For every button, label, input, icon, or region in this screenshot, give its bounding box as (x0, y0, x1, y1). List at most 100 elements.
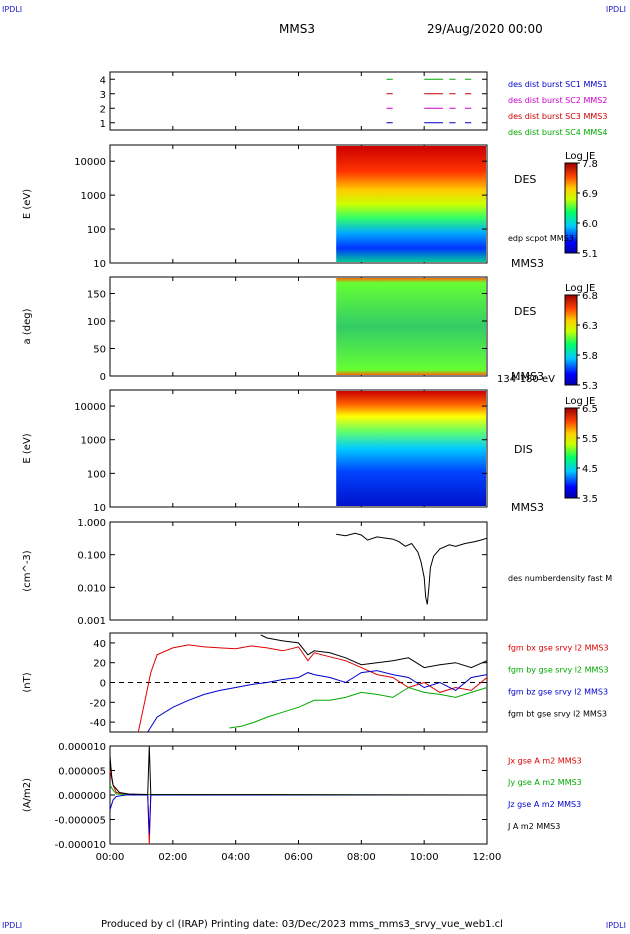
series-line (147, 670, 488, 733)
corner-label-bottom-left: IPDLI (2, 921, 23, 930)
panel-7: -0.000010 -0.000005 0.000000 0.000005 0.0000… (22, 742, 582, 863)
y-tick-label: 10000 (74, 402, 106, 413)
species-label: DES (514, 173, 536, 186)
spacecraft-label: MMS3 (511, 370, 544, 383)
colorbar-tick-label: 6.8 (582, 291, 598, 302)
colorbar-label: Log JE (565, 283, 595, 294)
colorbar-tick-label: 6.5 (582, 404, 598, 415)
spectrogram-image (336, 146, 486, 262)
series-line (109, 745, 488, 796)
y-tick-label: 0.000005 (58, 767, 106, 778)
y-tick-label: 1.000 (77, 518, 106, 529)
y-tick-label: -20 (90, 698, 106, 709)
legend-entry: des dist burst SC4 MMS4 (508, 128, 607, 137)
spectrogram-image (336, 391, 486, 506)
species-label: DES (514, 305, 536, 318)
y-tick-label: -0.000005 (55, 816, 106, 827)
y-tick-label: 1000 (81, 191, 106, 202)
panel-3: 0 50 100 150 a (deg) Log JE 5.3 5.8 6.3 6.8 DES MMS… (22, 276, 598, 392)
y-tick-label: 0.001 (77, 616, 106, 627)
time-tick-label: 12:00 (473, 852, 502, 863)
y-tick-label: 1000 (81, 436, 106, 447)
y-tick-label: 0 (100, 679, 106, 690)
date-title: 29/Aug/2020 00:00 (427, 22, 543, 36)
y-axis-label: (cm^-3) (22, 550, 33, 591)
y-axis-label: E (eV) (22, 433, 33, 463)
colorbar (564, 162, 578, 254)
y-tick-label: 100 (87, 469, 106, 480)
legend-entry: des dist burst SC3 MMS3 (508, 112, 607, 121)
y-tick-label: 10 (93, 503, 106, 514)
y-tick-label: 1 (100, 119, 106, 130)
y-tick-label: 150 (87, 290, 106, 301)
series-line (336, 532, 488, 605)
legend-entry: Jx gse A m2 MMS3 (507, 756, 582, 765)
panel-6: -40 -20 0 20 40 (nT) fgm bx gse srvy l2 MMS3 fg… (22, 632, 609, 733)
y-tick-label: 0.100 (77, 551, 106, 562)
spacecraft-label: MMS3 (511, 257, 544, 270)
time-tick-label: 08:00 (347, 852, 376, 863)
y-tick-label: 0.010 (77, 583, 106, 594)
legend-entry: Jz gse A m2 MMS3 (507, 800, 581, 809)
series-line (137, 644, 488, 733)
time-tick-label: 00:00 (96, 852, 125, 863)
time-tick-label: 10:00 (410, 852, 439, 863)
colorbar (564, 294, 578, 386)
y-tick-label: 0.000000 (58, 791, 106, 802)
colorbar-tick-label: 6.0 (582, 219, 598, 230)
time-tick-label: 04:00 (221, 852, 250, 863)
series-line (109, 784, 488, 796)
legend-entry: J A m2 MMS3 (507, 822, 560, 831)
legend-entry: fgm bz gse srvy l2 MMS3 (508, 688, 608, 697)
corner-label-top-left: IPDLI (2, 5, 23, 14)
y-tick-label: 100 (87, 317, 106, 328)
energy-range-label: 134-180 eV (497, 374, 555, 385)
y-tick-label: 2 (100, 104, 106, 115)
series-line (229, 686, 488, 729)
colorbar-tick-label: 3.5 (582, 494, 598, 505)
colorbar-tick-label: 6.3 (582, 321, 598, 332)
y-tick-label: 0 (100, 372, 106, 383)
colorbar-label: Log JE (565, 151, 595, 162)
panel-annotation: edp scpot MMS3 (508, 234, 574, 243)
time-tick-label: 02:00 (158, 852, 187, 863)
colorbar-tick-label: 7.8 (582, 159, 598, 170)
y-axis-label: (A/m2) (22, 778, 33, 812)
time-tick-label: 06:00 (284, 852, 313, 863)
panel-frame (109, 71, 488, 131)
spacecraft-label: MMS3 (511, 501, 544, 514)
panel-5: 0.001 0.010 0.100 1.000 (cm^-3) des numberden… (22, 518, 612, 627)
y-tick-label: 3 (100, 90, 106, 101)
series-line (260, 634, 488, 669)
panel-2: 10 100 1000 10000 E (eV) Log JE 5.1 6.0 6.9 7.8 DE… (22, 144, 598, 270)
spacecraft-title: MMS3 (279, 22, 315, 36)
legend-entry: des dist burst SC2 MMS2 (508, 96, 607, 105)
legend-entry: fgm by gse srvy l2 MMS3 (508, 666, 609, 675)
y-axis-label: a (deg) (22, 308, 33, 344)
legend-entry: fgm bx gse srvy l2 MMS3 (508, 644, 609, 653)
y-tick-label: 50 (93, 345, 106, 356)
colorbar (564, 407, 578, 499)
legend-entry: des numberdensity fast M (508, 574, 612, 583)
y-axis-label: (nT) (22, 672, 33, 692)
corner-label-top-right: IPDLI (605, 5, 626, 14)
legend-entry: des dist burst SC1 MMS1 (508, 80, 607, 89)
panel-4: 10 100 1000 10000 E (eV) Log JE 3.5 4.5 5.5 6.5 DI… (22, 389, 598, 514)
colorbar-tick-label: 5.3 (582, 381, 598, 392)
y-tick-label: 10000 (74, 157, 106, 168)
colorbar-tick-label: 4.5 (582, 464, 598, 475)
species-label: DIS (514, 443, 533, 456)
y-tick-label: -0.000010 (55, 840, 106, 851)
colorbar-tick-label: 6.9 (582, 189, 598, 200)
colorbar-label: Log JE (565, 396, 595, 407)
legend-entry: fgm bt gse srvy l2 MMS3 (508, 710, 607, 719)
y-tick-label: 4 (100, 75, 106, 86)
spectrogram-image (336, 278, 486, 375)
y-tick-label: 0.000010 (58, 742, 106, 753)
series-line (109, 794, 487, 835)
y-tick-label: 40 (93, 639, 106, 650)
panel-1: 1 2 3 4 des dist burst SC1 MMS1 des dist burs… (100, 71, 607, 137)
corner-label-bottom-right: IPDLI (605, 921, 626, 930)
colorbar-tick-label: 5.8 (582, 351, 598, 362)
